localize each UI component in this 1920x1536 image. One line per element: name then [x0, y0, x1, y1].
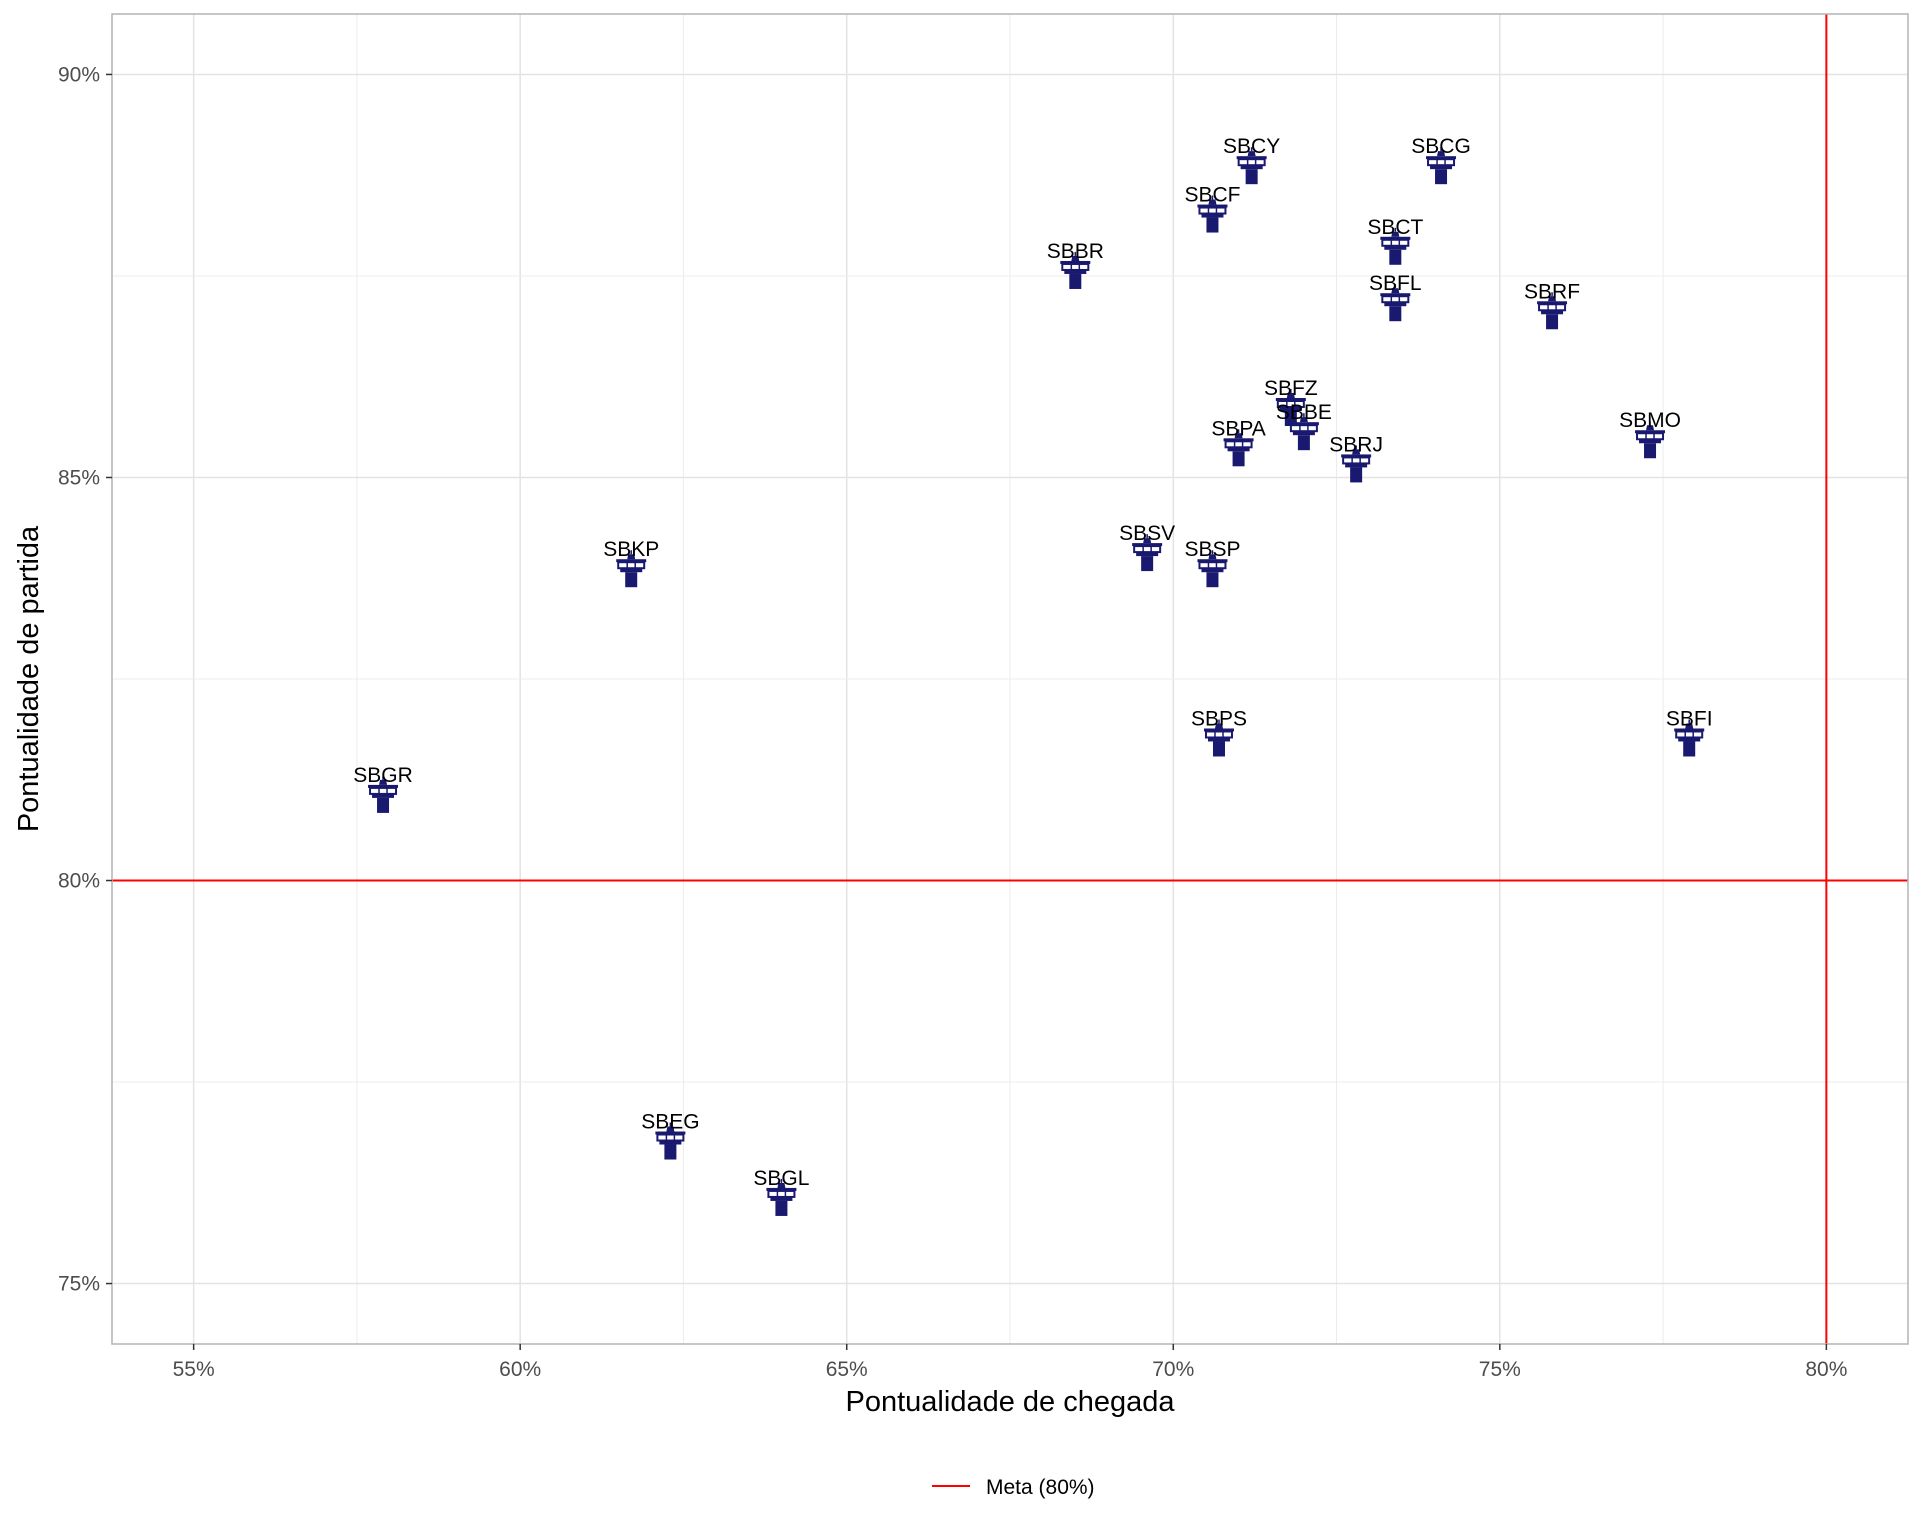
point-label: SBMO — [1619, 409, 1681, 432]
y-tick-label: 75% — [58, 1273, 100, 1296]
point-label: SBCF — [1184, 184, 1240, 207]
point-label: SBGL — [753, 1167, 809, 1190]
y-tick-label: 90% — [58, 63, 100, 86]
point-label: SBPA — [1211, 417, 1265, 440]
legend: Meta (80%) — [932, 1476, 1095, 1499]
point-label: SBRJ — [1329, 433, 1383, 456]
point-label: SBEG — [641, 1111, 699, 1134]
x-tick-label: 55% — [173, 1358, 215, 1381]
point-label: SBGR — [353, 764, 413, 787]
point-label: SBFL — [1369, 272, 1422, 295]
x-axis-title: Pontualidade de chegada — [846, 1386, 1176, 1418]
y-axis-title: Pontualidade de partida — [13, 525, 45, 832]
point-label: SBFI — [1666, 707, 1713, 730]
x-tick-label: 65% — [826, 1358, 868, 1381]
point-label: SBPS — [1191, 707, 1247, 730]
point-label: SBBE — [1276, 401, 1332, 424]
x-tick-label: 75% — [1479, 1358, 1521, 1381]
point-label: SBKP — [603, 538, 659, 561]
plot-border — [111, 13, 1909, 1345]
point-label: SBCY — [1223, 135, 1280, 158]
y-tick-label: 85% — [58, 466, 100, 489]
point-label: SBBR — [1047, 240, 1104, 263]
reference-lines — [112, 14, 1908, 1344]
y-tick-label: 80% — [58, 870, 100, 893]
x-tick-label: 60% — [499, 1358, 541, 1381]
x-tick-label: 70% — [1152, 1358, 1194, 1381]
x-tick-label: 80% — [1805, 1358, 1847, 1381]
point-label: SBCG — [1411, 135, 1471, 158]
point-label: SBSP — [1184, 538, 1240, 561]
legend-label-meta: Meta (80%) — [986, 1476, 1095, 1499]
point-label: SBCT — [1367, 216, 1423, 239]
point-label: SBRF — [1524, 280, 1580, 303]
axis-ticks: 55% 60% 65% 70% 75% 80% 75% 80% 85% 90% — [58, 63, 1847, 1381]
point-label: SBFZ — [1264, 377, 1318, 400]
point-label: SBSV — [1119, 522, 1175, 545]
